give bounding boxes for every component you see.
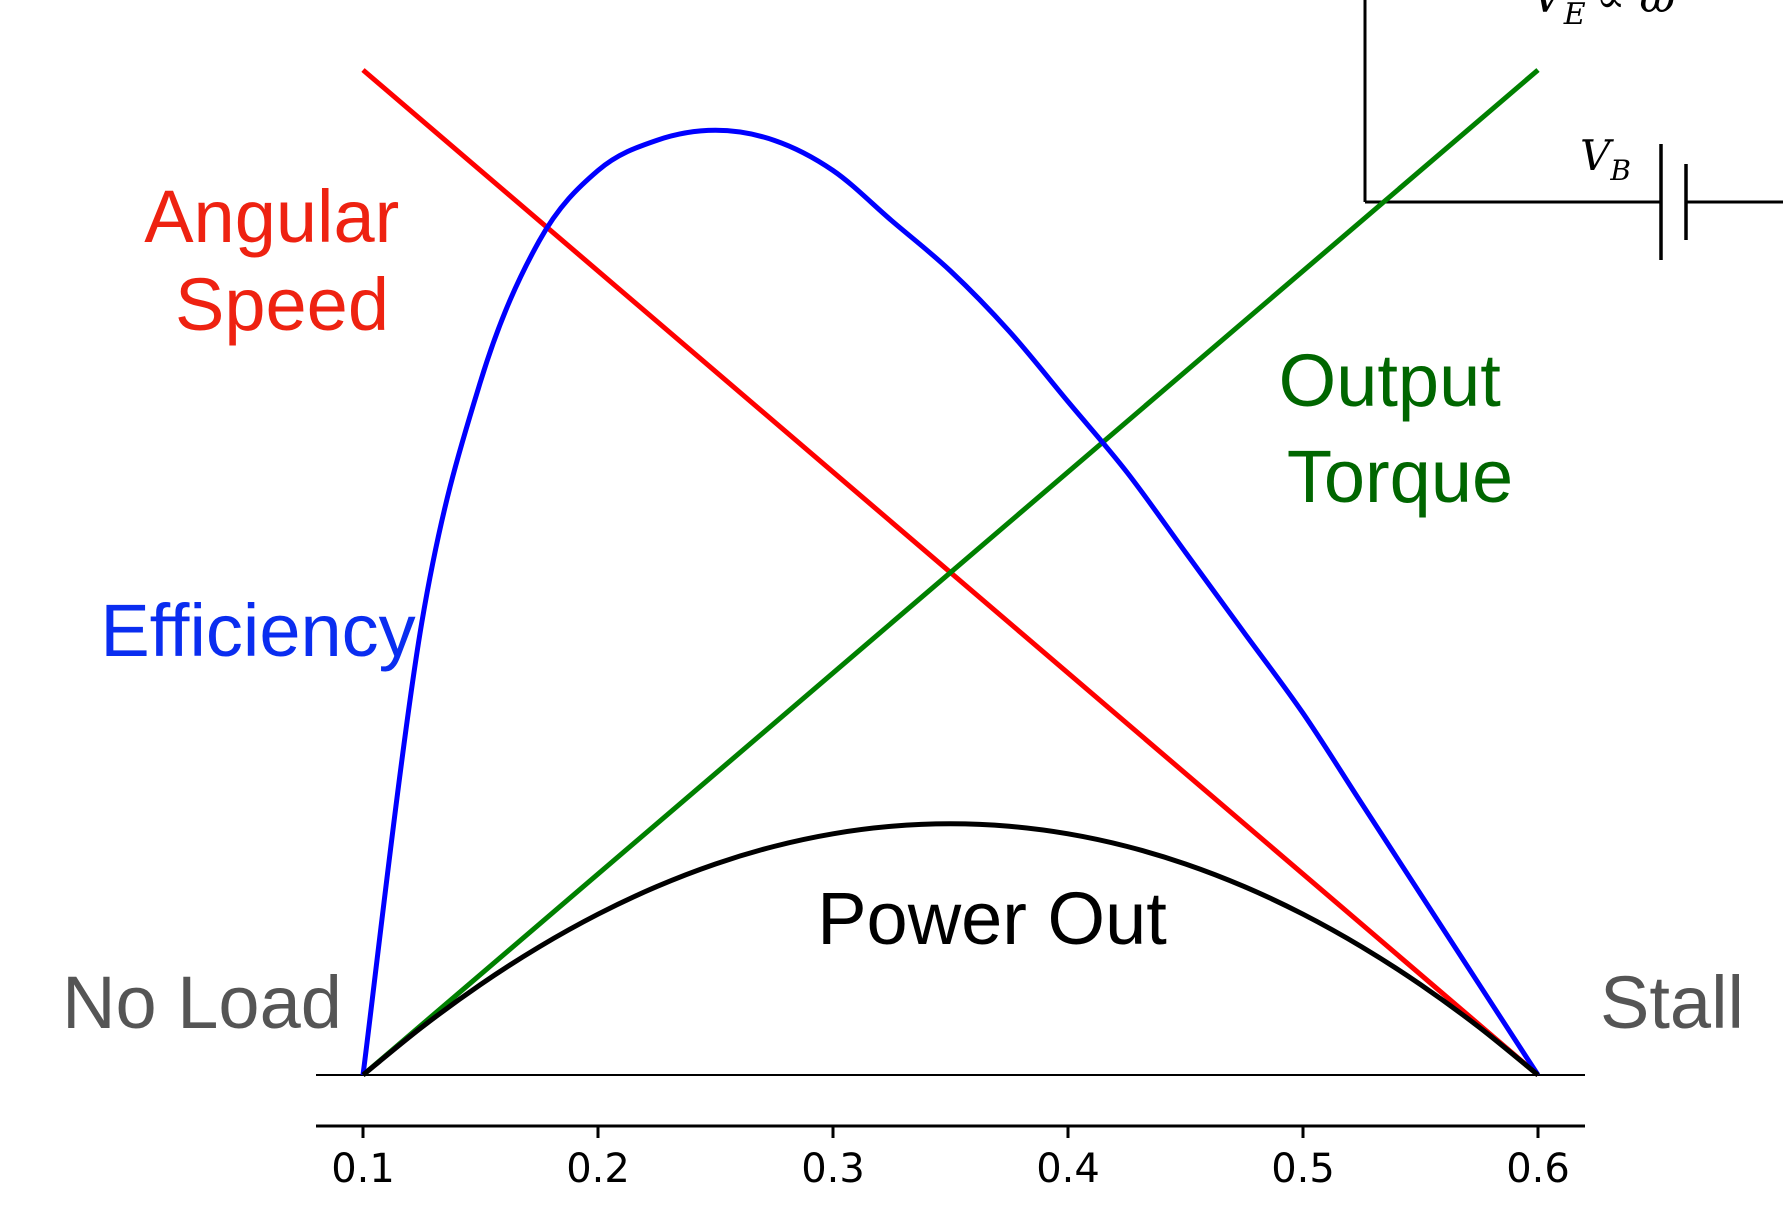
emf-label: VE ∝ ω	[1532, 0, 1675, 32]
power-out-label: Power Out	[817, 877, 1167, 960]
battery-symbol: V	[1580, 131, 1614, 180]
no-load-label: No Load	[62, 961, 342, 1044]
angular-speed-line-1: Angular	[144, 175, 399, 258]
efficiency-label: Efficiency	[100, 589, 415, 672]
emf-symbol: V	[1532, 0, 1568, 23]
output-torque-line-2: Torque	[1287, 435, 1513, 518]
output-torque-label: Output Torque	[1279, 339, 1522, 518]
x-tick-label: 0.5	[1271, 1146, 1335, 1192]
battery-label: VB	[1580, 131, 1631, 187]
power-out-curve	[361, 821, 1540, 1077]
x-tick-label: 0.3	[801, 1146, 865, 1192]
output-torque-line	[361, 68, 1540, 1077]
angular-speed-label: Angular Speed	[144, 175, 420, 346]
battery-subscript: B	[1609, 154, 1631, 187]
efficiency-curve	[360, 127, 1541, 1077]
x-axis: 0.1 0.2 0.3 0.4 0.5 0.6	[316, 1124, 1585, 1192]
angular-speed-line-2: Speed	[175, 263, 389, 346]
annotation-layer: Angular Speed Output Torque Efficiency P…	[62, 175, 1744, 1044]
x-tick-label: 0.2	[566, 1146, 630, 1192]
circuit-inset: VE∝ ω VB	[1363, 0, 1783, 260]
output-torque-line-1: Output	[1279, 339, 1502, 422]
x-tick-label: 0.4	[1036, 1146, 1100, 1192]
x-tick-label: 0.6	[1506, 1146, 1570, 1192]
x-tick-label: 0.1	[331, 1146, 395, 1192]
emf-subscript: E	[1563, 0, 1586, 32]
stall-label: Stall	[1600, 961, 1744, 1044]
series-layer	[360, 68, 1541, 1077]
emf-relation: ∝ ω	[1596, 0, 1676, 23]
